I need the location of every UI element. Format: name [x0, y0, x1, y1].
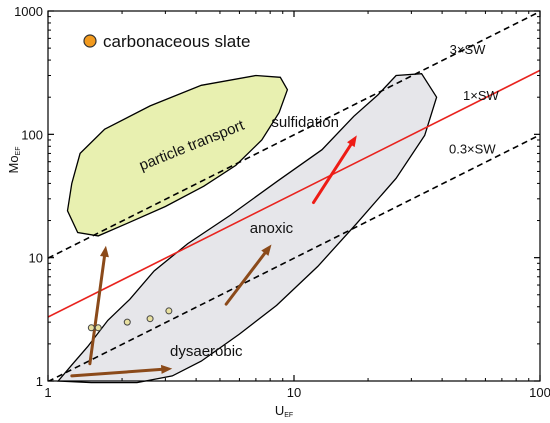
legend-label: carbonaceous slate: [103, 32, 250, 51]
trend-arrow-head: [347, 135, 357, 148]
x-tick-label: 1: [44, 385, 51, 400]
y-tick-label: 1000: [14, 4, 43, 19]
reference-lines-layer: 3×SW 1×SW 0.3×SW: [48, 11, 540, 381]
y-tick-label: 1: [36, 374, 43, 389]
data-point: [146, 315, 154, 323]
reference-line-1xSW: [48, 69, 540, 318]
x-axis-label-main: U: [275, 403, 284, 418]
y-axis-label: MoEF: [6, 146, 22, 173]
x-axis-label: UEF: [275, 403, 293, 419]
y-axis-label-sub: EF: [15, 146, 22, 155]
trend-arrow-head: [160, 364, 173, 374]
arrows-layer: [70, 135, 357, 378]
data-point: [87, 324, 95, 332]
annotation-anoxic: anoxic: [250, 220, 294, 237]
annotation-sulfidation: sulfidation: [271, 114, 339, 131]
x-tick-label: 100: [529, 385, 550, 400]
reference-line-3xSW: [48, 11, 540, 259]
x-axis-label-sub: EF: [284, 412, 293, 419]
oxic-anoxic-field-region: [56, 73, 438, 384]
data-point: [94, 324, 102, 332]
y-axis-label-main: Mo: [6, 155, 21, 173]
y-tick-label: 10: [29, 251, 43, 266]
x-tick-label: 10: [287, 385, 301, 400]
trend-arrow-shaft: [88, 255, 106, 366]
trend-arrow-shaft: [311, 143, 353, 205]
trend-arrow-head: [261, 244, 272, 256]
reference-line-0.3xSW: [48, 134, 540, 381]
svg-text:UEF: UEF: [275, 403, 293, 419]
regions-layer: [56, 73, 438, 384]
trend-arrow-shaft: [70, 367, 163, 378]
points-layer: [87, 307, 173, 332]
axes-layer: 1 10 100 1 10 100 1000: [14, 4, 550, 400]
reference-line-label: 1×SW: [463, 88, 499, 103]
data-point: [123, 318, 131, 326]
reference-line-label: 3×SW: [450, 42, 486, 57]
annotation-dysaerobic: dysaerobic: [170, 343, 243, 360]
y-tick-label: 100: [21, 127, 43, 142]
legend-marker: [83, 34, 97, 48]
trend-arrow-head: [99, 245, 109, 258]
data-point: [165, 307, 173, 315]
reference-line-label: 0.3×SW: [449, 141, 496, 156]
svg-text:MoEF: MoEF: [6, 146, 22, 173]
legend: carbonaceous slate: [83, 32, 250, 51]
trend-arrow-shaft: [224, 251, 267, 306]
